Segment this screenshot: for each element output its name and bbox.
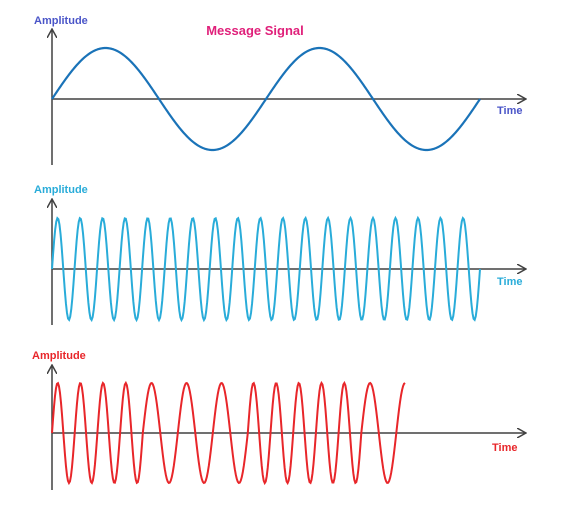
- carrier-y-label: Amplitude: [34, 184, 88, 196]
- modulated-waveform: [51, 380, 406, 486]
- modulated-x-label: Time: [492, 442, 517, 454]
- modulated-panel: Amplitude Time: [32, 350, 525, 490]
- diagram-title: Message Signal: [206, 23, 304, 38]
- message-x-label: Time: [497, 105, 522, 117]
- carrier-waveform: [51, 215, 481, 323]
- message-waveform: [51, 46, 481, 152]
- carrier-x-label: Time: [497, 276, 522, 288]
- message-panel: Amplitude Time: [34, 15, 525, 165]
- carrier-panel: Amplitude Time: [34, 184, 525, 325]
- modulated-y-label: Amplitude: [32, 350, 86, 362]
- message-y-label: Amplitude: [34, 15, 88, 27]
